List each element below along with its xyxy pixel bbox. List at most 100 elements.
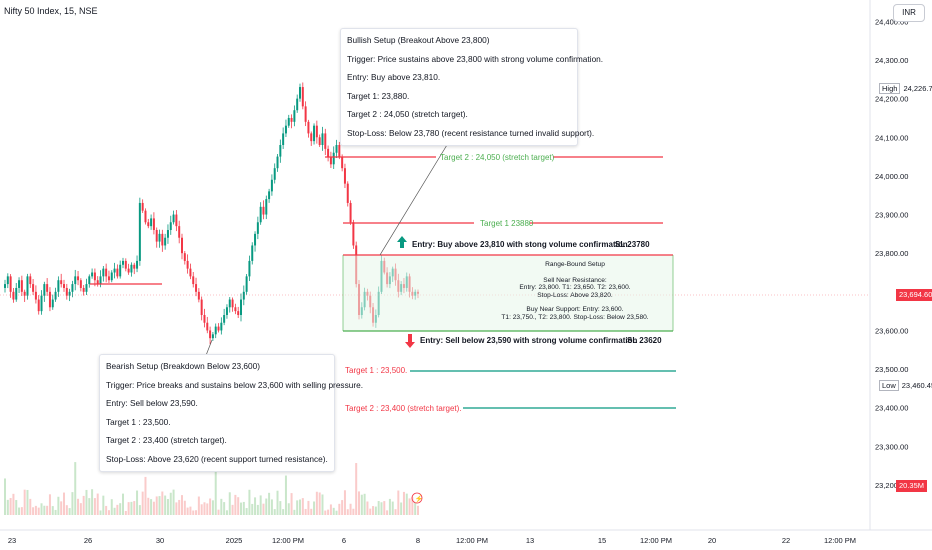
volume-bar — [175, 502, 178, 515]
volume-bar — [268, 492, 271, 515]
volume-bar — [386, 510, 389, 515]
candle — [209, 326, 212, 345]
volume-bar — [329, 504, 332, 515]
range-sell-sl: Stop-Loss: Above 23,820. — [537, 291, 613, 299]
volume-bar — [46, 505, 49, 515]
volume-bar — [400, 502, 403, 515]
volume-bar — [217, 509, 220, 515]
volume-bar — [256, 504, 259, 515]
candle — [287, 114, 290, 128]
bearish-title: Bearish Setup (Breakdown Below 23,600) — [106, 361, 261, 371]
volume-bar — [85, 489, 88, 515]
volume-bar — [82, 495, 85, 515]
candle — [259, 202, 262, 225]
volume-bar — [411, 497, 414, 515]
volume-bar — [254, 497, 257, 515]
x-tick-label: 12:00 PM — [456, 536, 488, 545]
low-label: Low — [879, 380, 899, 391]
volume-bar — [284, 475, 287, 515]
volume-bar — [43, 505, 46, 515]
candle — [192, 271, 195, 288]
volume-bar — [20, 507, 23, 515]
candle — [138, 197, 141, 266]
candle — [338, 141, 341, 160]
volume-bar — [360, 494, 363, 515]
candle — [85, 278, 88, 295]
candle — [99, 270, 102, 288]
candle — [245, 274, 248, 295]
bearish-target2: Target 2 : 23,400 (stretch target). — [106, 435, 227, 446]
volume-bar — [310, 508, 313, 515]
volume-bar — [299, 499, 301, 515]
x-tick-label: 12:00 PM — [272, 536, 304, 545]
volume-bar — [40, 503, 43, 515]
volume-bar — [366, 501, 369, 515]
candle — [46, 278, 49, 296]
candle — [155, 227, 158, 248]
volume-bar — [265, 498, 268, 515]
volume-bar — [79, 503, 82, 515]
volume-bar — [161, 491, 164, 515]
volume-bar — [349, 503, 352, 515]
candle — [158, 229, 161, 248]
candle — [251, 242, 254, 265]
y-tick-label: 24,400.00 — [875, 17, 908, 26]
candle — [133, 262, 136, 275]
bearish-callout[interactable]: Bearish Setup (Breakdown Below 23,600) T… — [99, 354, 363, 472]
bullish-title: Bullish Setup (Breakout Above 23,800) — [347, 35, 490, 45]
volume-bar — [211, 500, 214, 515]
range-buy-detail: T1: 23,750., T2: 23,800. Stop-Loss: Belo… — [501, 313, 649, 321]
volume-bar — [122, 493, 124, 515]
volume-bar — [203, 502, 206, 515]
target2-down-label: Target 2 : 23,400 (stretch target). — [345, 404, 462, 413]
bullish-callout[interactable]: Bullish Setup (Breakout Above 23,800) Tr… — [340, 28, 604, 146]
volume-bar — [192, 510, 195, 515]
volume-bar — [307, 500, 310, 515]
candle — [206, 316, 209, 334]
candle — [74, 269, 77, 291]
volume-bar — [321, 494, 324, 515]
volume-bar — [408, 498, 411, 515]
candle — [240, 293, 242, 322]
candle — [270, 174, 273, 196]
bullish-trigger: Trigger: Price sustains above 23,800 wit… — [347, 53, 604, 64]
low-tag: Low 23,460.45 — [876, 380, 932, 392]
volume-bar — [113, 507, 116, 515]
bearish-stoploss: Stop-Loss: Above 23,620 (recent support … — [106, 453, 328, 464]
volume-bar — [130, 501, 133, 515]
candle — [268, 188, 271, 203]
y-tick-label: 23,400.00 — [875, 404, 908, 413]
bullish-target2: Target 2 : 24,050 (stretch target). — [347, 109, 468, 120]
volume-bar — [147, 497, 150, 515]
candle — [15, 282, 18, 302]
volume-bar — [158, 496, 161, 515]
volume-bar — [296, 500, 299, 515]
volume-bar — [259, 495, 262, 515]
volume-bar — [372, 506, 375, 515]
candle — [313, 123, 316, 145]
sl-buy-label: SL 23780 — [615, 240, 650, 249]
candle — [318, 134, 321, 147]
currency-button[interactable]: INR — [893, 4, 925, 22]
volume-bar — [335, 510, 338, 515]
volume-bar — [282, 509, 285, 515]
volume-bar — [391, 501, 394, 515]
target1-up-label: Target 1 23880 — [480, 219, 534, 228]
x-tick-label: 15 — [598, 536, 606, 545]
volume-bar — [245, 508, 248, 515]
candle — [293, 105, 296, 127]
candle — [327, 145, 330, 162]
candle — [200, 296, 203, 321]
volume-bar — [116, 504, 119, 515]
candle — [237, 306, 240, 318]
candle — [324, 128, 327, 156]
volume-bar — [6, 499, 9, 515]
x-tick-label: 23 — [8, 536, 16, 545]
volume-bar — [405, 493, 408, 515]
candle — [107, 270, 110, 283]
candle — [20, 275, 23, 297]
volume-bar — [12, 493, 15, 515]
volume-bar — [54, 509, 57, 515]
y-tick-label: 23,600.00 — [875, 326, 908, 335]
